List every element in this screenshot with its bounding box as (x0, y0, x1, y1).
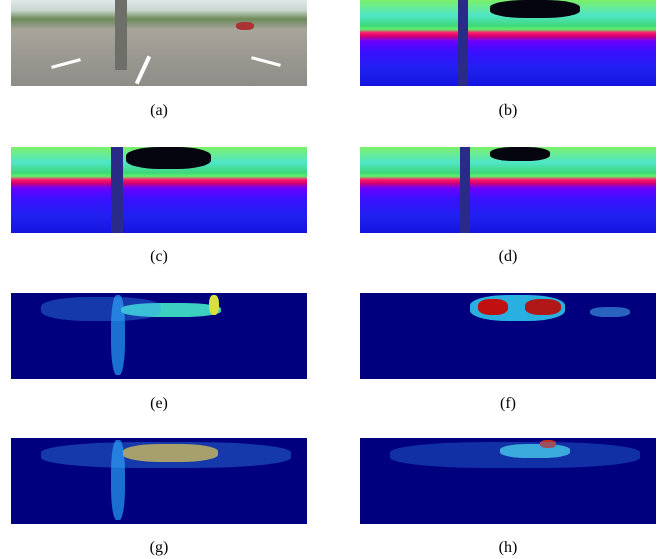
caption: (f) (360, 395, 656, 413)
image-error (360, 293, 656, 379)
caption: (a) (11, 102, 307, 120)
caption: (h) (360, 539, 656, 557)
caption: (c) (11, 248, 307, 266)
figure: (a) (b) (c) (d) (e) (f) (g) (h) (0, 0, 672, 559)
caption: (d) (360, 248, 656, 266)
image-depth (360, 0, 656, 86)
image-depth (11, 147, 307, 233)
image-error (11, 293, 307, 379)
caption: (e) (11, 395, 307, 413)
image-error (360, 438, 656, 524)
image-depth (360, 147, 656, 233)
image-error (11, 438, 307, 524)
caption: (b) (360, 102, 656, 120)
image-rgb (11, 0, 307, 86)
caption: (g) (11, 539, 307, 557)
